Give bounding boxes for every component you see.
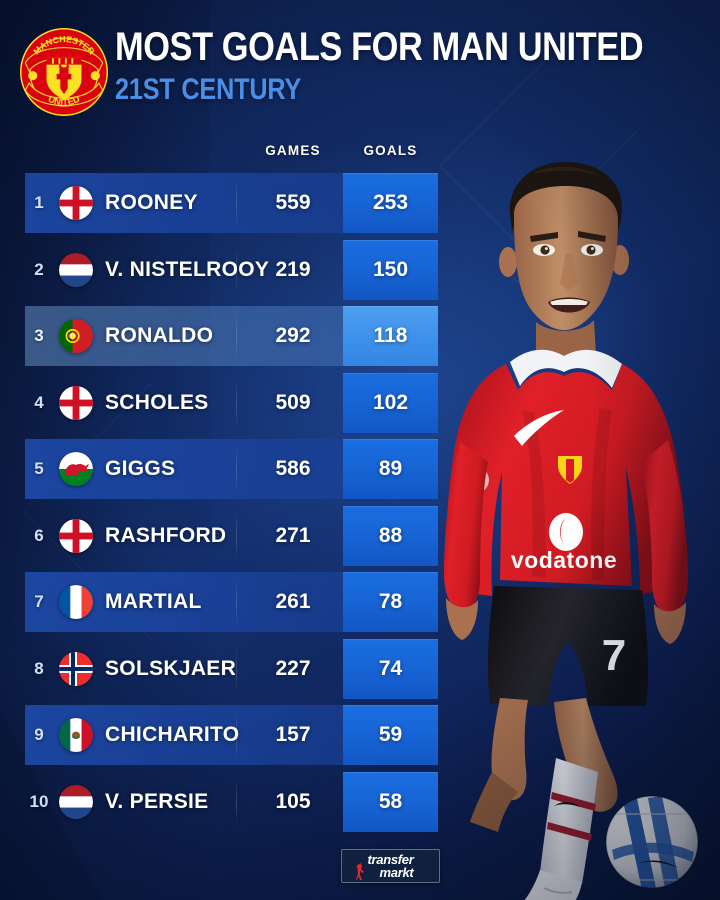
games-value: 509 bbox=[275, 390, 311, 414]
goals-block bbox=[343, 638, 438, 699]
table-row[interactable]: 7 MARTIAL 261 78 bbox=[0, 569, 460, 636]
player-name: SOLSKJAER bbox=[105, 656, 237, 680]
goals-block bbox=[343, 372, 438, 433]
column-header-goals: GOALS bbox=[363, 143, 418, 158]
games-value: 261 bbox=[275, 590, 311, 613]
page-subtitle: 21ST CENTURY bbox=[115, 73, 302, 106]
wales-flag-icon bbox=[59, 452, 93, 486]
leaderboard-table: 1 ROONEY 559 253 2 V. NISTELROOY 219 150 3 RON… bbox=[0, 170, 460, 835]
rank-number: 8 bbox=[34, 658, 44, 678]
table-row[interactable]: 10 V. PERSIE 105 58 bbox=[0, 769, 460, 836]
column-divider bbox=[236, 446, 237, 492]
player-name: GIGGS bbox=[105, 457, 176, 480]
goals-block bbox=[343, 505, 438, 566]
rank-number: 1 bbox=[34, 193, 44, 212]
portugal-flag-icon bbox=[59, 319, 93, 353]
player-name: SCHOLES bbox=[105, 390, 209, 414]
england-flag-icon bbox=[59, 186, 93, 220]
column-divider bbox=[236, 180, 237, 226]
france-flag-icon bbox=[59, 585, 93, 619]
games-value: 559 bbox=[275, 191, 311, 214]
norway-flag-icon bbox=[59, 651, 93, 686]
transfermarkt-logo-icon: transfer markt bbox=[341, 849, 440, 883]
player-name: CHICHARITO bbox=[105, 723, 240, 746]
rank-number: 9 bbox=[34, 725, 44, 744]
player-name: RASHFORD bbox=[105, 523, 227, 547]
table-row[interactable]: 5 GIGGS 586 89 bbox=[0, 436, 460, 503]
goals-block bbox=[343, 439, 438, 499]
column-header-games: GAMES bbox=[265, 143, 321, 158]
table-row[interactable]: 2 V. NISTELROOY 219 150 bbox=[0, 237, 460, 304]
column-divider bbox=[236, 512, 237, 559]
goals-value: 88 bbox=[378, 523, 403, 547]
player-name: V. PERSIE bbox=[105, 789, 209, 813]
svg-text:7: 7 bbox=[602, 631, 626, 680]
goals-block bbox=[343, 306, 438, 366]
rank-number: 5 bbox=[34, 459, 44, 478]
table-row[interactable]: 1 ROONEY 559 253 bbox=[0, 170, 460, 237]
rank-number: 4 bbox=[34, 392, 44, 412]
player-name: ROONEY bbox=[105, 191, 198, 214]
rank-number: 2 bbox=[34, 259, 44, 279]
netherlands-flag-icon bbox=[59, 252, 93, 287]
header: MANCHESTER UNITED bbox=[0, 0, 720, 128]
rank-number: 10 bbox=[29, 791, 49, 811]
transfermarkt-logo-line1: transfer bbox=[367, 852, 414, 867]
crest-bottom-text: UNITED bbox=[47, 94, 82, 108]
goals-value: 74 bbox=[378, 656, 403, 680]
column-divider bbox=[236, 579, 237, 625]
rank-number: 3 bbox=[34, 326, 44, 345]
table-row[interactable]: 3 RONALDO 292 118 bbox=[0, 303, 460, 370]
goals-value: 102 bbox=[372, 390, 409, 414]
mexico-flag-icon bbox=[59, 718, 93, 752]
column-divider bbox=[236, 246, 237, 293]
manchester-united-crest-icon: MANCHESTER UNITED bbox=[18, 26, 110, 118]
transfermarkt-figure-icon bbox=[356, 863, 364, 880]
table-row[interactable]: 8 SOLSKJAER 227 74 bbox=[0, 636, 460, 703]
column-divider bbox=[236, 778, 237, 825]
goals-value: 118 bbox=[373, 324, 408, 347]
player-name: MARTIAL bbox=[105, 590, 202, 613]
page-title: MOST GOALS FOR MAN UNITED bbox=[115, 25, 644, 69]
netherlands-flag-icon bbox=[59, 784, 93, 819]
column-divider bbox=[236, 379, 237, 426]
svg-text:vodatone: vodatone bbox=[511, 547, 617, 573]
goals-block bbox=[343, 239, 438, 300]
goals-value: 89 bbox=[378, 457, 403, 480]
column-divider bbox=[236, 645, 237, 692]
games-value: 586 bbox=[275, 457, 311, 480]
games-value: 105 bbox=[275, 789, 311, 813]
games-value: 157 bbox=[275, 723, 311, 746]
table-row[interactable]: 4 SCHOLES 509 102 bbox=[0, 370, 460, 437]
rank-number: 7 bbox=[34, 592, 44, 611]
player-name: V. NISTELROOY bbox=[105, 257, 270, 281]
goals-block bbox=[343, 572, 438, 632]
goals-block bbox=[343, 173, 438, 233]
column-divider bbox=[236, 712, 237, 758]
rank-number: 6 bbox=[34, 525, 44, 545]
goals-block bbox=[343, 771, 438, 832]
column-divider bbox=[236, 313, 237, 359]
goals-value: 59 bbox=[378, 723, 403, 746]
svg-text:UNITED: UNITED bbox=[47, 94, 82, 108]
cristiano-ronaldo-photo: vodatone 7 bbox=[436, 150, 720, 900]
goals-value: 253 bbox=[372, 191, 409, 214]
games-value: 292 bbox=[275, 324, 311, 347]
england-flag-icon bbox=[59, 385, 93, 420]
goals-value: 150 bbox=[372, 257, 409, 281]
table-row[interactable]: 9 CHICHARITO 157 59 bbox=[0, 702, 460, 769]
table-row[interactable]: 6 RASHFORD 271 88 bbox=[0, 503, 460, 570]
england-flag-icon bbox=[59, 518, 93, 553]
games-value: 219 bbox=[275, 257, 311, 281]
games-value: 227 bbox=[275, 656, 311, 680]
transfermarkt-logo-line2: markt bbox=[379, 865, 414, 880]
goals-value: 78 bbox=[378, 590, 403, 613]
games-value: 271 bbox=[275, 523, 311, 547]
goals-block bbox=[343, 705, 438, 765]
goals-value: 58 bbox=[378, 789, 403, 813]
player-name: RONALDO bbox=[105, 324, 214, 347]
